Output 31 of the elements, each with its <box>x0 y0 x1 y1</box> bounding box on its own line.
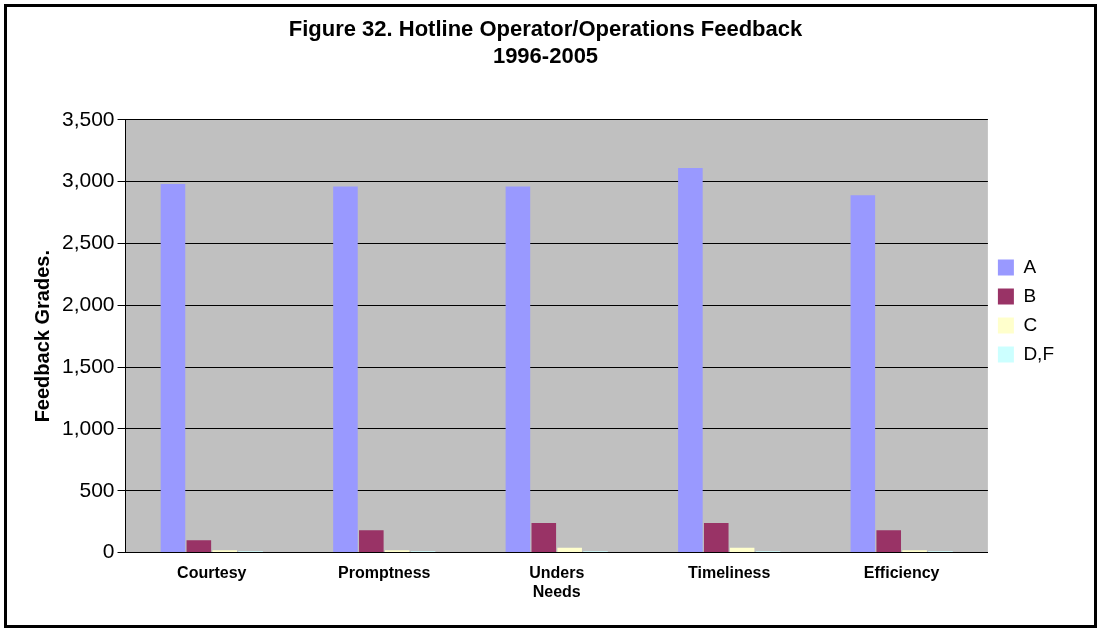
bar <box>160 184 186 553</box>
bar <box>359 530 384 553</box>
legend-label: A <box>1023 255 1037 277</box>
bar <box>505 186 531 553</box>
bar <box>186 540 212 553</box>
text: 1996-2005 <box>492 42 599 68</box>
y-tick-label: 3,000 <box>61 168 115 192</box>
legend-label: C <box>1023 313 1038 335</box>
bar <box>876 530 902 553</box>
x-tick-label: Promptness <box>338 563 431 581</box>
legend-label: D,F <box>1023 342 1054 364</box>
y-tick-label: 500 <box>79 477 115 501</box>
y-axis-title: Feedback Grades. <box>30 250 53 423</box>
y-tick-label: 1,500 <box>61 353 115 377</box>
bar <box>678 168 703 553</box>
y-tick-label: 0 <box>102 539 115 563</box>
x-tick-label: Unders Needs <box>529 563 585 600</box>
bar <box>557 547 582 553</box>
legend-label: B <box>1023 284 1037 306</box>
bar <box>531 522 557 553</box>
y-tick-label: 2,500 <box>61 230 115 254</box>
x-tick-label: Timeliness <box>687 563 771 581</box>
x-tick-label: Courtesy <box>177 563 247 581</box>
x-tick-label: Efficiency <box>863 563 940 581</box>
bar <box>333 186 358 553</box>
y-tick-label: 2,000 <box>61 292 115 316</box>
text: Figure 32. Hotline Operator/Operations Feedback <box>288 16 803 42</box>
y-tick-label: 3,500 <box>61 106 115 130</box>
y-tick-label: 1,000 <box>61 415 115 439</box>
bar <box>703 522 729 553</box>
bar <box>850 195 876 553</box>
